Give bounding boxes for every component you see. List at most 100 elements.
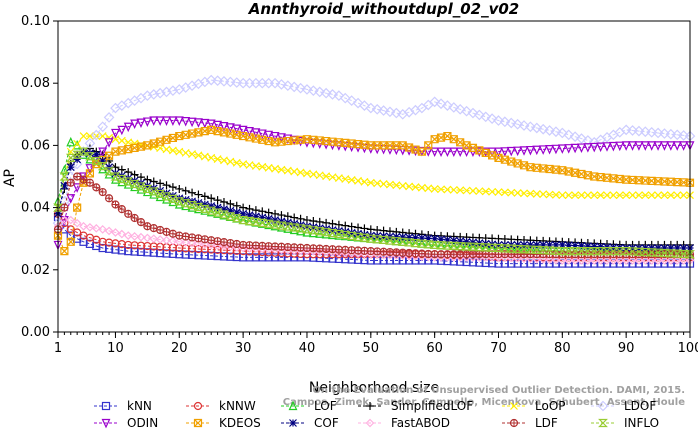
- legend-marker: [101, 418, 111, 429]
- data-point: [251, 212, 260, 221]
- data-point: [315, 171, 324, 180]
- data-point: [665, 249, 676, 258]
- data-point: [448, 102, 460, 113]
- data-point: [194, 190, 203, 199]
- data-point: [264, 244, 274, 254]
- data-point: [602, 247, 612, 256]
- data-point: [142, 186, 152, 197]
- data-point: [162, 235, 171, 245]
- data-point: [245, 253, 254, 262]
- data-point: [169, 230, 177, 238]
- legend-label: LOF: [314, 399, 337, 413]
- data-point: [143, 175, 152, 184]
- data-point: [174, 116, 184, 126]
- data-point: [473, 109, 485, 121]
- data-point: [539, 190, 548, 199]
- data-point: [532, 145, 542, 156]
- data-point: [175, 147, 184, 156]
- watermark-line-2: Campos, Zimek, Sander, Campello, Micenko…: [283, 397, 685, 408]
- data-point: [545, 145, 554, 155]
- data-point: [486, 113, 498, 125]
- data-point: [168, 183, 177, 192]
- data-point: [620, 124, 632, 136]
- data-point: [481, 253, 491, 262]
- data-point: [532, 259, 541, 268]
- data-point: [168, 146, 177, 155]
- data-point: [303, 169, 311, 178]
- legend-item-simplifiedlof: SimplifiedLOF: [358, 399, 473, 413]
- data-point: [583, 256, 593, 265]
- legend-item-knnw: kNNW: [186, 399, 256, 413]
- series-ldof: [52, 74, 696, 229]
- data-point: [283, 166, 292, 175]
- data-point: [627, 247, 638, 256]
- data-point: [301, 84, 313, 95]
- data-point: [103, 112, 115, 123]
- data-point: [469, 186, 477, 195]
- data-point: [238, 125, 248, 136]
- data-point: [654, 244, 663, 252]
- data-point: [244, 216, 255, 226]
- data-point: [174, 237, 184, 247]
- data-point: [207, 245, 216, 254]
- legend-label: ODIN: [127, 416, 158, 430]
- data-point: [589, 256, 599, 265]
- data-point: [653, 256, 663, 265]
- data-point: [340, 230, 351, 240]
- legend-marker: [288, 400, 298, 411]
- data-point: [60, 215, 69, 225]
- data-point: [226, 206, 235, 215]
- data-point: [60, 204, 68, 212]
- series-line: [57, 151, 691, 255]
- data-point: [525, 245, 536, 254]
- data-point: [187, 250, 197, 259]
- data-point: [404, 238, 415, 247]
- data-point: [417, 252, 427, 262]
- data-point: [98, 163, 108, 174]
- legend-item-odin: ODIN: [94, 416, 158, 430]
- data-point: [634, 256, 644, 265]
- data-point: [405, 182, 414, 191]
- x-tick-label: 10: [107, 341, 124, 356]
- data-point: [231, 214, 242, 223]
- data-point: [214, 237, 222, 245]
- data-point: [314, 227, 325, 236]
- data-point: [481, 258, 490, 268]
- data-point: [219, 246, 229, 255]
- data-point: [181, 186, 190, 195]
- data-point: [340, 248, 350, 258]
- data-point: [104, 138, 114, 148]
- data-point: [640, 141, 650, 151]
- data-point: [391, 145, 401, 156]
- data-point: [468, 253, 478, 262]
- data-point: [155, 235, 165, 244]
- data-point: [66, 225, 75, 234]
- data-point: [245, 126, 254, 137]
- data-point: [206, 119, 216, 130]
- data-point: [250, 217, 261, 227]
- data-point: [309, 170, 318, 179]
- data-point: [218, 75, 230, 87]
- data-point: [614, 247, 625, 256]
- legend-item-knn: kNN: [94, 399, 152, 413]
- data-point: [167, 194, 178, 203]
- data-point: [117, 125, 127, 136]
- data-point: [193, 202, 204, 212]
- data-point: [628, 141, 637, 151]
- data-point: [494, 253, 503, 262]
- data-point: [538, 145, 548, 155]
- data-point: [641, 191, 650, 200]
- data-point: [143, 241, 152, 251]
- data-point: [583, 191, 592, 200]
- data-point: [188, 188, 197, 197]
- data-point: [595, 247, 606, 256]
- data-point: [341, 221, 350, 230]
- data-point: [150, 224, 158, 232]
- data-point: [175, 184, 184, 193]
- legend-label: kNNW: [219, 399, 256, 413]
- data-point: [270, 220, 280, 229]
- data-point: [622, 259, 631, 268]
- x-tick-label: 30: [235, 341, 252, 356]
- data-point: [206, 240, 216, 250]
- x-tick-label: 40: [299, 341, 316, 356]
